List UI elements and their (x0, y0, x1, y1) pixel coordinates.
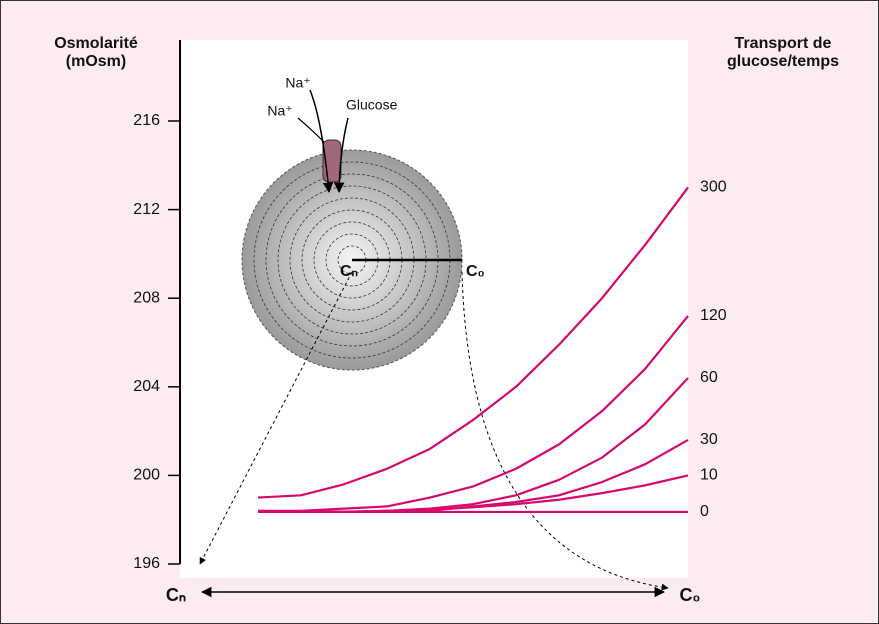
y2-label: Transport de (735, 35, 832, 52)
curve-label: 30 (700, 431, 718, 448)
x-end-label: C₀ (679, 585, 700, 605)
y-label: (mOsm) (66, 53, 126, 70)
curve-label: 60 (700, 369, 718, 386)
inset-label: Cₙ (340, 263, 358, 280)
y-tick-label: 212 (133, 201, 160, 218)
inset-label: C₀ (466, 263, 485, 280)
y-tick-label: 200 (133, 467, 160, 484)
inset: Na⁺ Na⁺ Glucose Cₙ C₀ (199, 75, 669, 591)
y-label: Osmolarité (54, 35, 138, 52)
y-tick-label: 216 (133, 112, 160, 129)
curve-label: 10 (700, 467, 718, 484)
y-tick-label: 196 (133, 555, 160, 572)
inset-label: Na⁺ (267, 103, 292, 119)
curve-label: 300 (700, 179, 727, 196)
curve (258, 315, 689, 512)
y2-label: glucose/temps (727, 53, 839, 70)
y-tick-label: 204 (133, 378, 160, 395)
x-start-label: Cₙ (166, 585, 186, 605)
curve-label: 0 (700, 503, 709, 520)
inset-label: Na⁺ (285, 75, 310, 91)
inset-label: Glucose (346, 97, 398, 113)
curve (257, 186, 689, 499)
curve-label: 120 (700, 307, 727, 324)
y-tick-label: 208 (133, 289, 160, 306)
